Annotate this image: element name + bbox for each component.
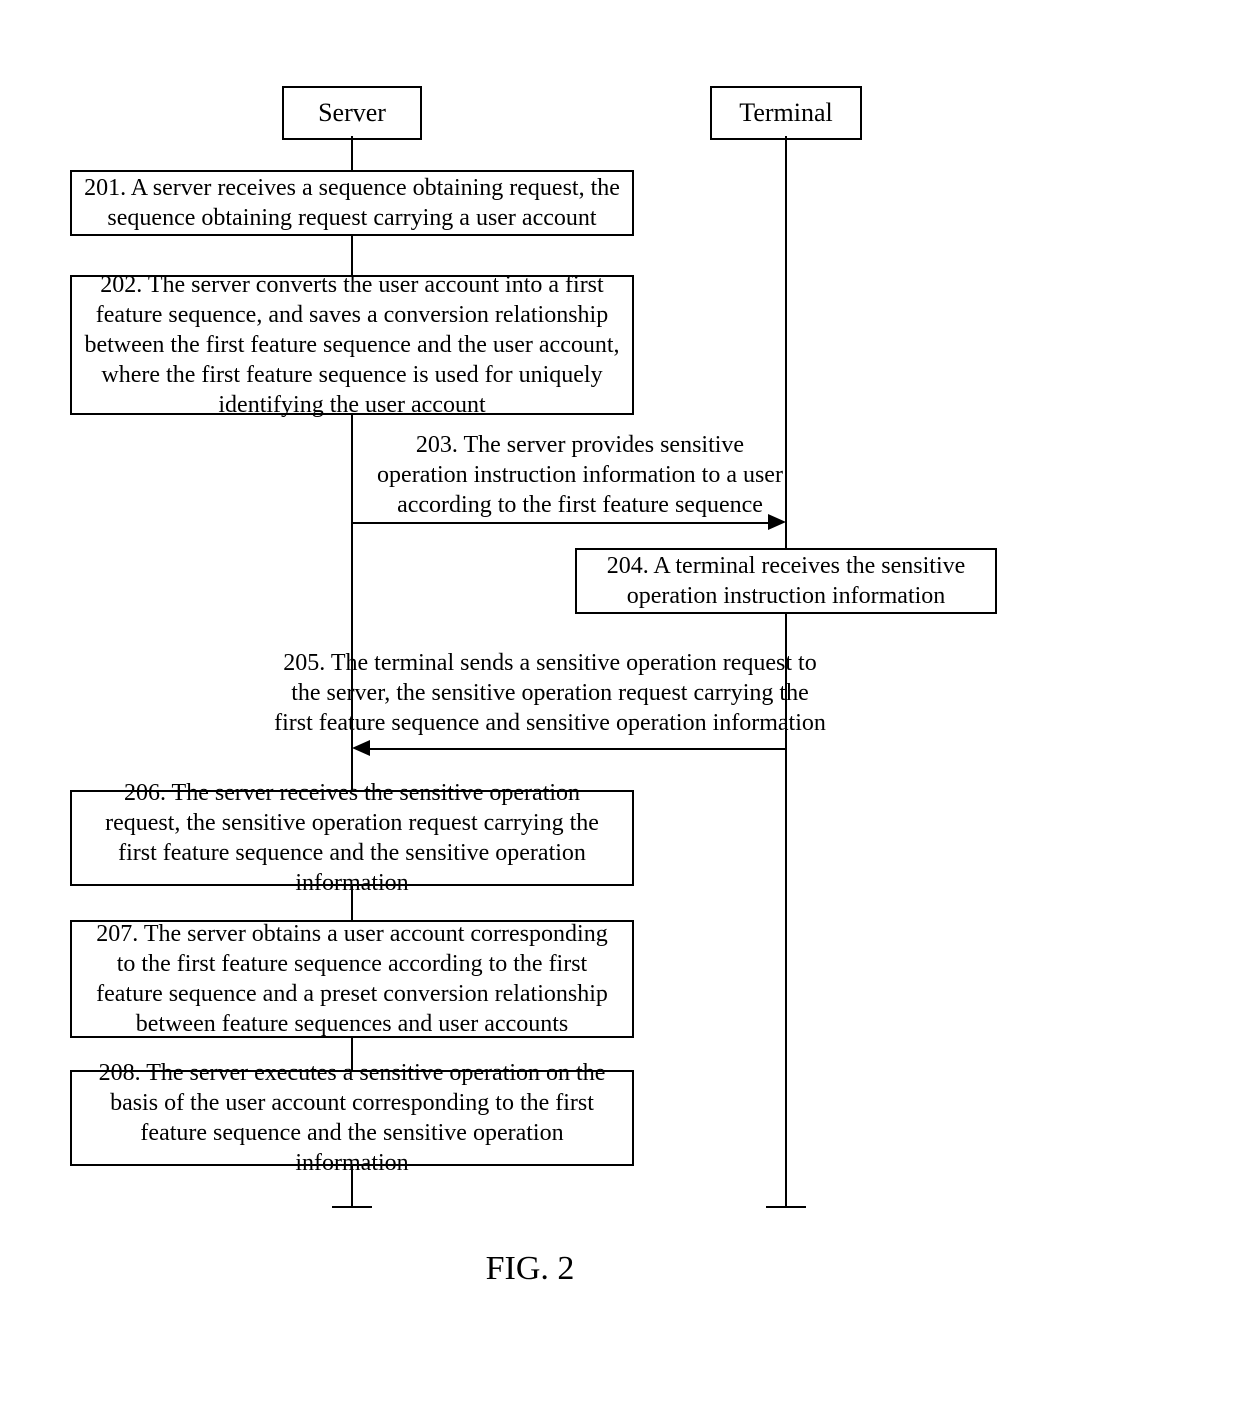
message-203-arrowhead [768,514,786,530]
step-text: 201. A server receives a sequence obtain… [84,173,620,233]
step-text: 207. The server obtains a user account c… [84,919,620,1039]
lifeline-foot-server [332,1206,372,1208]
message-203-arrow [352,522,770,524]
message-text: 205. The terminal sends a sensitive oper… [274,650,826,736]
message-205-arrowhead [352,740,370,756]
step-206: 206. The server receives the sensitive o… [70,790,634,886]
message-text: 203. The server provides sensitive opera… [377,432,783,518]
figure-caption: FIG. 2 [450,1250,610,1288]
message-205-arrow [368,748,786,750]
lifeline-head-terminal: Terminal [710,86,862,140]
step-text: 202. The server converts the user accoun… [84,270,620,420]
sequence-diagram: Server Terminal 201. A server receives a… [0,0,1240,1401]
step-text: 208. The server executes a sensitive ope… [84,1058,620,1178]
step-text: 206. The server receives the sensitive o… [84,778,620,898]
step-204: 204. A terminal receives the sensitive o… [575,548,997,614]
step-202: 202. The server converts the user accoun… [70,275,634,415]
message-205-label: 205. The terminal sends a sensitive oper… [270,648,830,738]
step-201: 201. A server receives a sequence obtain… [70,170,634,236]
lifeline-head-server: Server [282,86,422,140]
step-text: 204. A terminal receives the sensitive o… [589,551,983,611]
caption-text: FIG. 2 [486,1250,575,1287]
lifeline-label: Terminal [739,98,832,127]
message-203-label: 203. The server provides sensitive opera… [370,430,790,520]
step-207: 207. The server obtains a user account c… [70,920,634,1038]
lifeline-label: Server [318,98,386,127]
step-208: 208. The server executes a sensitive ope… [70,1070,634,1166]
lifeline-foot-terminal [766,1206,806,1208]
